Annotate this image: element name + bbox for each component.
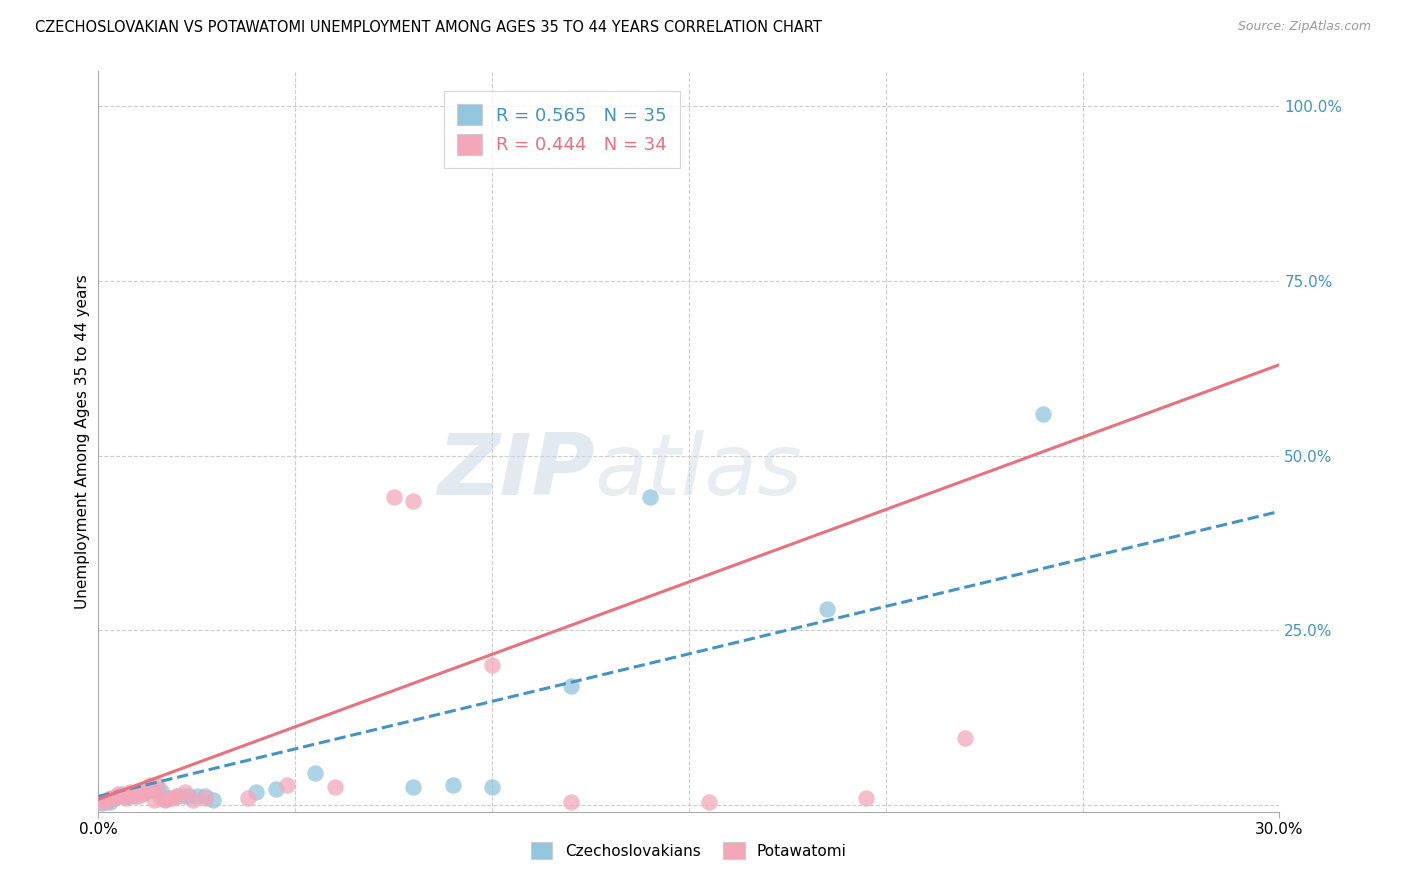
Point xyxy=(115,789,138,803)
Point xyxy=(146,778,169,792)
Point xyxy=(638,491,661,505)
Point xyxy=(162,791,184,805)
Legend: Czechoslovakians, Potawatomi: Czechoslovakians, Potawatomi xyxy=(523,834,855,867)
Point xyxy=(142,793,165,807)
Point xyxy=(201,793,224,807)
Point xyxy=(103,790,125,805)
Text: CZECHOSLOVAKIAN VS POTAWATOMI UNEMPLOYMENT AMONG AGES 35 TO 44 YEARS CORRELATION: CZECHOSLOVAKIAN VS POTAWATOMI UNEMPLOYME… xyxy=(35,20,823,35)
Point xyxy=(138,780,160,795)
Point xyxy=(815,602,838,616)
Point xyxy=(118,789,141,804)
Point xyxy=(155,792,177,806)
Point xyxy=(138,778,160,792)
Point xyxy=(194,790,217,805)
Point xyxy=(560,795,582,809)
Point xyxy=(146,782,169,797)
Point xyxy=(953,731,976,746)
Point xyxy=(402,494,425,508)
Point xyxy=(118,785,141,799)
Point xyxy=(127,789,149,803)
Point xyxy=(91,796,114,810)
Text: atlas: atlas xyxy=(595,430,803,513)
Point xyxy=(155,793,177,807)
Point xyxy=(157,791,180,805)
Point xyxy=(150,784,173,798)
Point xyxy=(402,780,425,795)
Point xyxy=(111,787,134,801)
Point xyxy=(174,785,197,799)
Point xyxy=(142,784,165,798)
Point xyxy=(697,795,720,809)
Point xyxy=(304,766,326,780)
Point xyxy=(194,789,217,803)
Point xyxy=(264,782,287,797)
Point xyxy=(157,791,180,805)
Point xyxy=(481,780,503,795)
Point xyxy=(174,789,197,804)
Point xyxy=(481,658,503,673)
Point xyxy=(382,491,405,505)
Point xyxy=(323,780,346,795)
Point xyxy=(131,785,153,799)
Point xyxy=(127,785,149,799)
Point xyxy=(186,789,208,803)
Point xyxy=(135,785,157,799)
Point xyxy=(560,679,582,693)
Point xyxy=(107,789,129,804)
Point xyxy=(96,795,118,809)
Point xyxy=(166,789,188,803)
Point xyxy=(855,791,877,805)
Text: Source: ZipAtlas.com: Source: ZipAtlas.com xyxy=(1237,20,1371,33)
Point xyxy=(111,789,134,803)
Point xyxy=(245,785,267,799)
Point xyxy=(135,785,157,799)
Point xyxy=(441,778,464,792)
Point xyxy=(131,787,153,801)
Point xyxy=(96,793,118,807)
Point xyxy=(98,792,121,806)
Point xyxy=(91,795,114,809)
Text: ZIP: ZIP xyxy=(437,430,595,513)
Point xyxy=(236,791,259,805)
Point xyxy=(115,790,138,805)
Point xyxy=(150,791,173,805)
Y-axis label: Unemployment Among Ages 35 to 44 years: Unemployment Among Ages 35 to 44 years xyxy=(75,274,90,609)
Point xyxy=(98,795,121,809)
Point xyxy=(122,787,145,801)
Point xyxy=(166,789,188,803)
Point xyxy=(177,789,200,803)
Point xyxy=(107,787,129,801)
Point xyxy=(103,791,125,805)
Point xyxy=(276,778,298,792)
Point xyxy=(1032,407,1054,421)
Point xyxy=(98,790,121,805)
Point xyxy=(181,793,204,807)
Point xyxy=(122,789,145,803)
